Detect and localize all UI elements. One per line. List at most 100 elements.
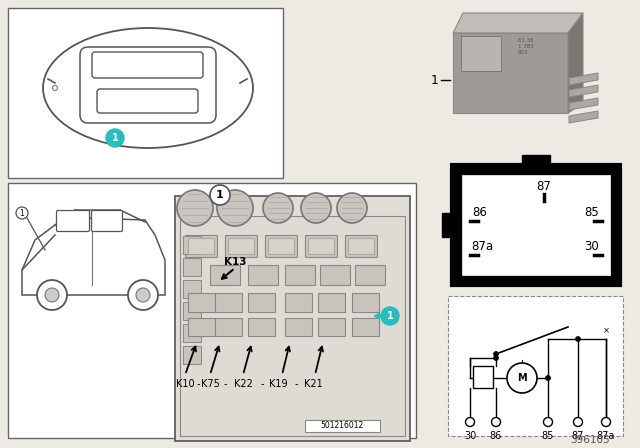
FancyBboxPatch shape [56,211,90,232]
Bar [183,324,201,342]
Bar [285,318,312,336]
Text: -: - [196,379,200,389]
Bar [308,238,334,254]
Bar [210,265,240,285]
Polygon shape [568,13,583,113]
Circle shape [177,190,213,226]
Text: M: M [517,373,527,383]
Bar [215,293,242,312]
Bar [320,265,350,285]
Circle shape [16,207,28,219]
Bar [228,238,254,254]
Text: -: - [260,379,264,389]
Polygon shape [22,218,165,295]
Text: 1: 1 [216,190,224,200]
Bar [522,155,550,167]
Bar [352,293,379,312]
Bar [188,238,214,254]
Circle shape [210,185,230,205]
Text: 85: 85 [542,431,554,441]
Bar [318,293,345,312]
Circle shape [493,352,499,357]
Bar [355,265,385,285]
Bar [188,293,215,312]
Bar [318,318,345,336]
Circle shape [263,193,293,223]
Text: 1: 1 [431,73,439,86]
Text: 87: 87 [572,431,584,441]
Circle shape [381,307,399,325]
Text: K75: K75 [200,379,220,389]
Bar [285,265,315,285]
Text: 501216012: 501216012 [321,422,364,431]
Text: 85: 85 [584,207,600,220]
Text: ×: × [602,327,609,336]
Circle shape [602,418,611,426]
Text: -: - [294,379,298,389]
Text: 30: 30 [584,241,600,254]
Polygon shape [569,98,598,110]
Text: K22: K22 [234,379,252,389]
Bar [225,235,257,257]
Circle shape [573,418,582,426]
Text: 87a: 87a [597,431,615,441]
Circle shape [136,288,150,302]
Bar [305,420,380,432]
Text: K19: K19 [269,379,287,389]
Text: 1: 1 [111,133,118,143]
Polygon shape [453,13,583,33]
Circle shape [465,418,474,426]
Text: 86: 86 [490,431,502,441]
Circle shape [337,193,367,223]
Text: 30: 30 [464,431,476,441]
Circle shape [128,280,158,310]
Bar [268,238,294,254]
Bar [448,296,623,436]
Bar [183,258,201,276]
Text: 396105: 396105 [570,435,610,445]
Polygon shape [569,85,598,97]
Bar [183,280,201,298]
Polygon shape [569,73,598,85]
Text: K10: K10 [176,379,195,389]
Ellipse shape [43,28,253,148]
Circle shape [493,356,499,361]
Circle shape [106,129,124,147]
Text: 86: 86 [472,207,488,220]
FancyBboxPatch shape [97,89,198,113]
Bar [8,8,283,178]
Bar [352,318,379,336]
Circle shape [301,193,331,223]
FancyBboxPatch shape [80,47,216,123]
Bar [8,183,416,438]
FancyBboxPatch shape [92,52,203,78]
Bar [248,318,275,336]
Circle shape [52,86,58,90]
Circle shape [492,418,500,426]
Text: 1: 1 [20,208,24,217]
Polygon shape [569,111,598,123]
Bar [452,165,620,285]
Bar [183,302,201,320]
Bar [185,235,217,257]
Bar [442,213,454,237]
Text: K13: K13 [224,257,246,267]
Bar [348,238,374,254]
Bar [183,346,201,364]
Bar [183,236,201,254]
FancyBboxPatch shape [92,211,122,232]
Circle shape [217,190,253,226]
Bar [180,216,405,436]
Circle shape [37,280,67,310]
Text: 87a: 87a [471,241,493,254]
Bar [175,196,410,441]
Bar [248,293,275,312]
Bar [305,235,337,257]
Bar [461,36,501,71]
Bar [248,265,278,285]
Bar [462,175,610,275]
Text: 61 36
1 383
603: 61 36 1 383 603 [518,38,534,55]
Text: -: - [223,379,227,389]
Text: K21: K21 [303,379,323,389]
Bar [265,235,297,257]
